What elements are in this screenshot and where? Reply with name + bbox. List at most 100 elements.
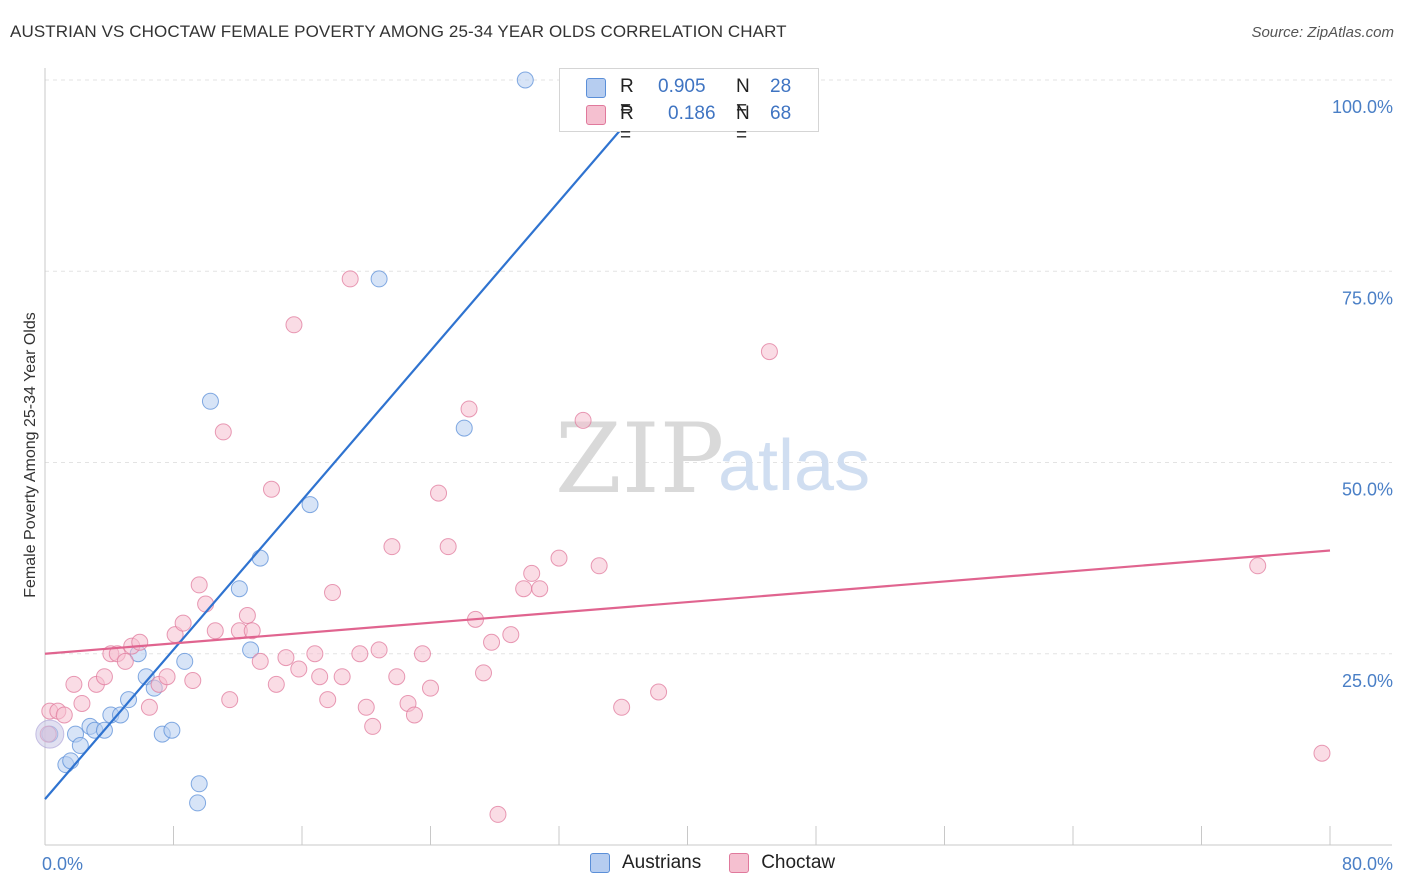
choctaw-point [95,668,113,686]
choctaw-point [1249,557,1267,575]
legend-item-austrians[interactable]: Austrians [590,852,701,874]
austrians-point [163,721,181,739]
choctaw-point [190,576,208,594]
r-label: R = [620,76,634,119]
austrians-point [455,419,473,437]
choctaw-point [214,423,232,441]
choctaw-point [413,645,431,663]
choctaw-point [388,668,406,686]
choctaw-point [243,622,261,640]
choctaw-point [116,652,134,670]
x-tick-label: 80.0% [1342,854,1393,874]
austrians-point [176,652,194,670]
choctaw-point [55,706,73,724]
austrians-point [230,580,248,598]
source-label: Source: ZipAtlas.com [1251,24,1394,41]
austrians-point [190,775,208,793]
choctaw-point [523,564,541,582]
legend-label-choctaw: Choctaw [761,852,836,873]
austrians-point [242,641,260,659]
choctaw-point [184,672,202,690]
stats-legend: R = 0.905 N = 28 R = 0.186 N = 68 [559,68,819,146]
legend-label-austrians: Austrians [622,852,702,873]
choctaw-point [306,645,324,663]
choctaw-point [341,270,359,288]
austrians-swatch [590,853,610,873]
choctaw-point [333,668,351,686]
choctaw-point [131,633,149,651]
choctaw-point [290,660,308,678]
choctaw-point [650,683,668,701]
r-label: R = [620,103,634,146]
legend-item-choctaw[interactable]: Choctaw [729,852,835,874]
choctaw-point [1313,744,1331,762]
choctaw-point [439,538,457,556]
choctaw-point [206,622,224,640]
choctaw-point [405,706,423,724]
choctaw-point [351,645,369,663]
watermark-atlas: atlas [718,426,870,506]
choctaw-trend-line [44,549,1331,655]
y-tick-label: 50.0% [1342,480,1393,500]
choctaw-point [760,343,778,361]
r-value: 0.186 [668,103,716,124]
choctaw-point [221,691,239,709]
choctaw-point [475,664,493,682]
austrians-point [189,794,207,812]
choctaw-point [422,679,439,697]
trend-lines [44,79,1331,800]
choctaw-point [65,675,83,693]
choctaw-point [285,316,303,334]
grid-lines [45,79,1392,655]
choctaw-point [383,538,401,556]
choctaw-point [460,400,478,418]
austrians-trend-line [44,79,665,800]
austrians-point [62,752,80,770]
choctaw-point [515,580,533,598]
austrians-point [516,71,534,89]
r-value: 0.905 [658,76,706,97]
choctaw-point [311,668,329,686]
choctaw-point [357,698,375,716]
choctaw-point [277,649,295,667]
austrians-point [201,392,219,410]
choctaw-point [267,675,285,693]
choctaw-point [613,698,631,716]
tick-labels: 25.0% 50.0% 75.0% 100.0% 0.0% 80.0% [42,97,1393,874]
choctaw-point [140,698,158,716]
choctaw-point [574,411,592,429]
choctaw-point [238,607,256,624]
austrians-point [111,706,129,724]
n-label: N = [736,76,750,119]
austrians-point [370,270,388,288]
choctaw-point [324,584,342,602]
y-tick-label: 75.0% [1342,288,1393,308]
n-label: N = [736,103,750,146]
chart-title: AUSTRIAN VS CHOCTAW FEMALE POVERTY AMONG… [10,22,787,41]
choctaw-point [489,805,507,823]
series-legend: Austrians Choctaw [590,852,863,874]
n-value: 28 [770,76,792,97]
overlap-point [35,719,65,749]
choctaw-point [364,717,382,735]
choctaw-point [430,484,448,502]
choctaw-swatch [729,853,750,873]
choctaw-point [73,694,91,712]
choctaw-point [158,668,176,686]
y-tick-label: 25.0% [1342,671,1393,691]
choctaw-point [531,580,549,598]
choctaw-point [262,480,280,498]
austrians-swatch [586,78,606,98]
choctaw-point [550,549,568,567]
choctaw-swatch [586,105,606,125]
n-value: 68 [770,103,792,124]
y-tick-label: 100.0% [1332,97,1393,117]
austrians-point [251,549,269,567]
choctaw-point [590,557,608,575]
choctaw-point [502,626,520,644]
x-tick-label: 0.0% [42,854,83,874]
austrians-point [301,496,319,514]
choctaw-point [483,633,501,651]
choctaw-point [174,614,192,632]
